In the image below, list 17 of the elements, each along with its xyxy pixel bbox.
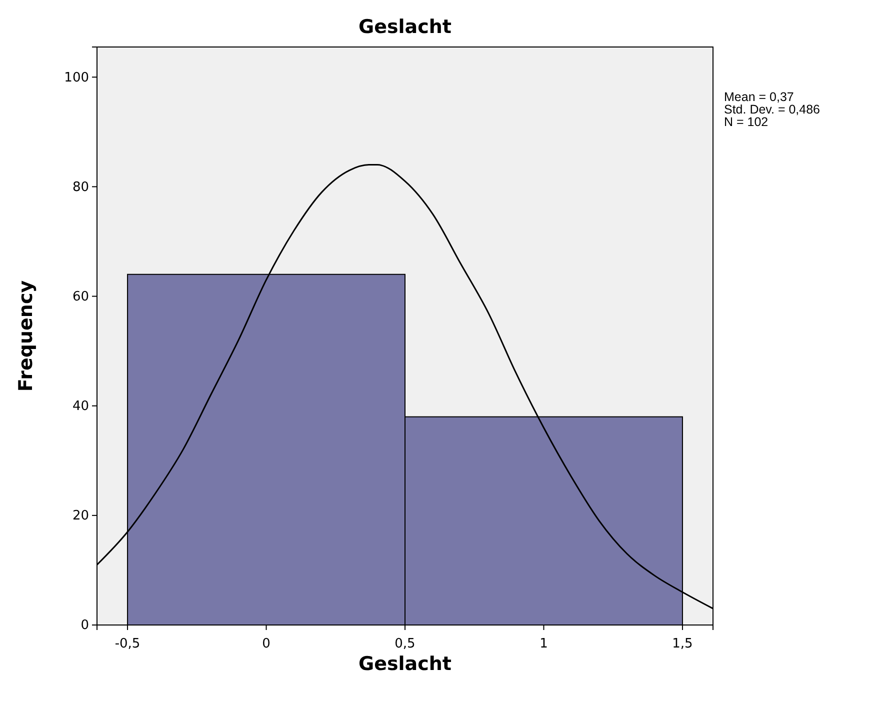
y-tick-label: 100: [64, 70, 89, 86]
text: N = 102: [724, 115, 768, 129]
text: Mean = 0,37: [724, 90, 794, 104]
x-tick-label: 1: [540, 636, 548, 652]
chart-title: Geslacht: [358, 16, 452, 38]
y-tick-label: 20: [72, 508, 89, 524]
y-tick-label: 0: [80, 618, 89, 634]
text: Std. Dev. = 0,486: [724, 102, 820, 116]
x-tick-label: 0,5: [394, 636, 416, 652]
y-tick-label: 60: [72, 289, 89, 304]
y-axis-title: Frequency: [15, 280, 37, 392]
x-tick-label: -0,5: [114, 636, 140, 652]
x-tick-label: 1,5: [672, 636, 693, 652]
y-tick-label: 80: [72, 180, 89, 195]
x-axis-title: Geslacht: [358, 653, 452, 675]
x-tick-label: 0: [262, 636, 270, 652]
y-tick-label: 40: [72, 399, 89, 414]
